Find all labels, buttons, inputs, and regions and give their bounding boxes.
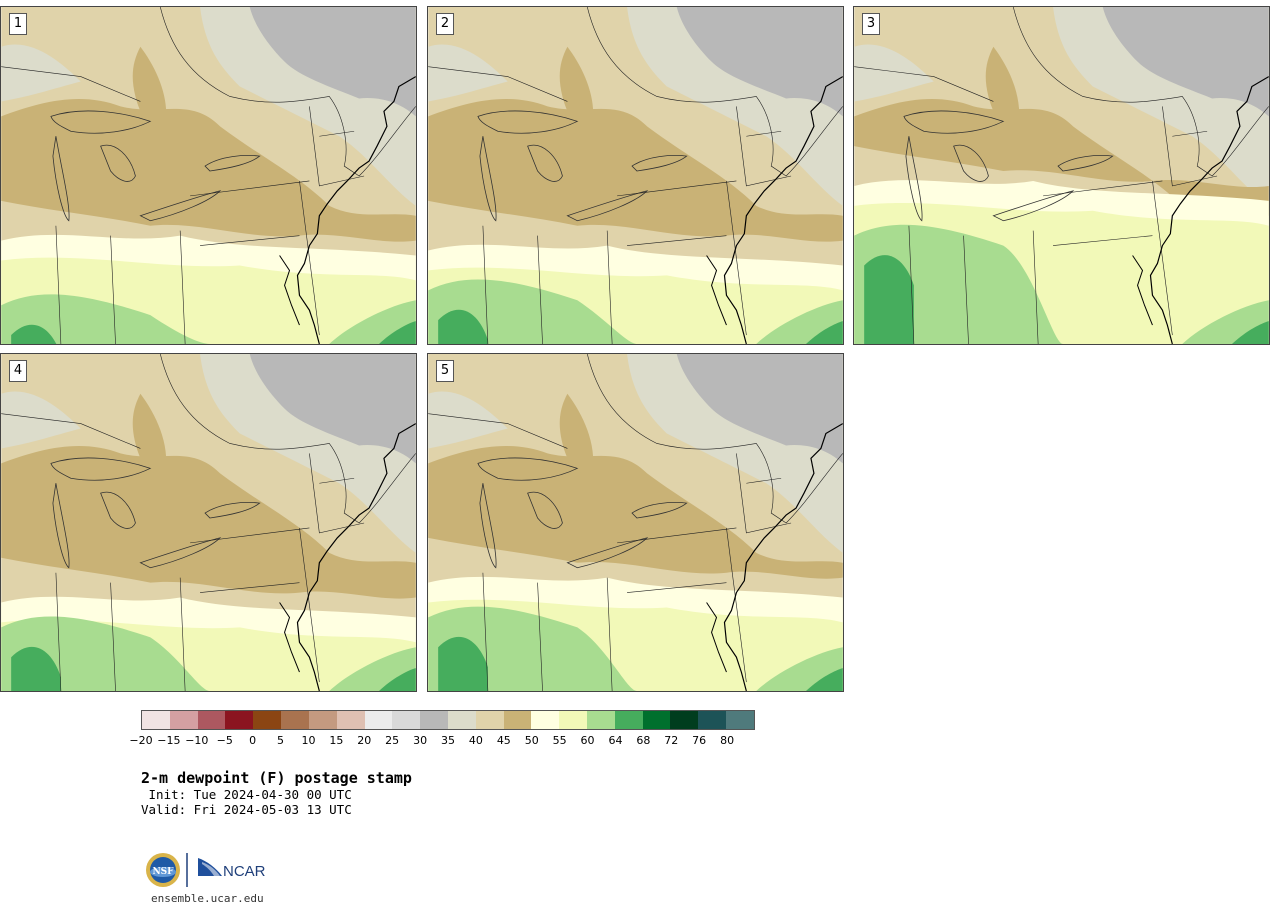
- colorbar-segment: [698, 711, 727, 729]
- dewpoint-map-2: [428, 7, 843, 344]
- colorbar-tick-label: 68: [636, 734, 651, 747]
- panel-label: 3: [862, 13, 880, 35]
- colorbar-segment: [614, 711, 643, 729]
- colorbar-tick-label: 76: [692, 734, 707, 747]
- colorbar-segment: [142, 711, 170, 729]
- svg-text:NCAR: NCAR: [223, 863, 266, 880]
- colorbar-segment: [336, 711, 365, 729]
- svg-text:NSF: NSF: [152, 867, 174, 877]
- colorbar-tick-label: 15: [329, 734, 344, 747]
- dewpoint-map-1: [1, 7, 416, 344]
- colorbar-tick-label: −15: [157, 734, 181, 747]
- colorbar-segment: [308, 711, 337, 729]
- panel-label: 5: [436, 360, 454, 382]
- panel-label: 4: [9, 360, 27, 382]
- ncar-logo-icon: NCAR: [198, 858, 266, 880]
- site-url: ensemble.ucar.edu: [151, 892, 264, 905]
- colorbar-segment: [587, 711, 615, 729]
- dewpoint-map-3: [854, 7, 1269, 344]
- colorbar-segment: [392, 711, 421, 729]
- colorbar: [141, 710, 755, 730]
- dewpoint-map-5: [428, 354, 843, 691]
- colorbar-tick-label: 64: [608, 734, 623, 747]
- colorbar-tick-label: 5: [277, 734, 285, 747]
- panel-member-3: 3: [853, 6, 1270, 345]
- colorbar-tick-label: 20: [357, 734, 372, 747]
- colorbar-tick-label: 80: [720, 734, 735, 747]
- colorbar-segment: [726, 711, 754, 729]
- colorbar-segment: [531, 711, 560, 729]
- panel-label: 1: [9, 13, 27, 35]
- nsf-ncar-logo: NSF NCAR: [146, 853, 266, 887]
- colorbar-segment: [642, 711, 671, 729]
- colorbar-tick-label: −10: [185, 734, 209, 747]
- colorbar-segment: [475, 711, 504, 729]
- colorbar-tick-label: 25: [385, 734, 400, 747]
- plot-title: 2-m dewpoint (F) postage stamp: [141, 769, 412, 787]
- init-time: Init: Tue 2024-04-30 00 UTC: [141, 787, 352, 802]
- colorbar-segment: [225, 711, 254, 729]
- colorbar-ticks: −20 −15 −10 −5 0 5 10 15 20 25 30 35 40 45 50 55 60 64 68 7…: [129, 734, 755, 750]
- colorbar-tick-label: 30: [413, 734, 428, 747]
- panel-member-2: 2: [427, 6, 844, 345]
- colorbar-segment: [503, 711, 532, 729]
- colorbar-segment: [420, 711, 448, 729]
- colorbar-tick-label: 72: [664, 734, 679, 747]
- colorbar-tick-label: 0: [249, 734, 257, 747]
- panel-label: 2: [436, 13, 454, 35]
- colorbar-segment: [197, 711, 226, 729]
- colorbar-segment: [281, 711, 309, 729]
- colorbar-segment: [364, 711, 393, 729]
- colorbar-tick-label: 50: [524, 734, 539, 747]
- colorbar-tick-label: 55: [552, 734, 567, 747]
- panel-member-5: 5: [427, 353, 844, 692]
- colorbar-tick-label: −20: [129, 734, 153, 747]
- colorbar-tick-label: 35: [441, 734, 455, 747]
- colorbar-segment: [559, 711, 587, 729]
- valid-time: Valid: Fri 2024-05-03 13 UTC: [141, 802, 352, 817]
- colorbar-segment: [670, 711, 699, 729]
- panel-member-1: 1: [0, 6, 417, 345]
- colorbar-segment: [253, 711, 282, 729]
- panel-member-4: 4: [0, 353, 417, 692]
- colorbar-segment: [169, 711, 198, 729]
- dewpoint-map-4: [1, 354, 416, 691]
- colorbar-tick-label: 10: [301, 734, 316, 747]
- colorbar-tick-label: 45: [496, 734, 511, 747]
- colorbar-tick-label: 60: [580, 734, 595, 747]
- nsf-seal-icon: NSF: [146, 853, 180, 887]
- colorbar-tick-label: 40: [468, 734, 483, 747]
- colorbar-tick-label: −5: [216, 734, 233, 747]
- colorbar-segment: [447, 711, 476, 729]
